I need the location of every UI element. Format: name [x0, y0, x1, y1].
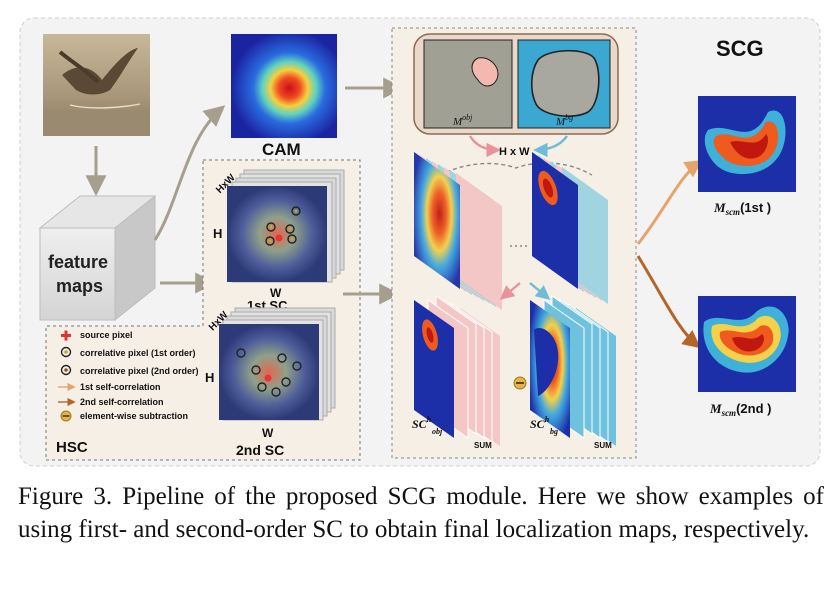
legend-source-pixel: source pixel — [80, 330, 133, 340]
source-pixel-icon — [61, 330, 71, 341]
second-sc-stack — [219, 307, 336, 421]
legend-self-corr-second: 2nd self-correlation — [80, 397, 164, 407]
subtraction-icon — [60, 410, 72, 422]
input-image — [43, 34, 150, 136]
sc-obj-sub-label: obj — [432, 427, 443, 436]
hsc-label: HSC — [56, 439, 88, 456]
sc-bg-sum-label: SUM — [594, 441, 612, 450]
cam-heatmap — [231, 34, 337, 138]
first-sc-h-label: H — [213, 226, 222, 241]
first-sc-w-label: W — [270, 286, 282, 300]
sc-obj-label: SCh — [412, 415, 432, 431]
legend-subtraction: element-wise subtraction — [80, 411, 188, 421]
figure-caption: Figure 3. Pipeline of the proposed SCG m… — [18, 483, 824, 543]
scg-title: SCG — [716, 36, 764, 61]
sc-obj-sum-label: SUM — [474, 441, 492, 450]
second-sc-w-label: W — [262, 426, 274, 440]
output-map-second — [698, 296, 796, 392]
sc-obj-stack — [414, 295, 500, 446]
output-map-first — [698, 96, 796, 192]
hxw-mid-label: H x W — [499, 146, 530, 158]
sc-bg-sub-label: bg — [550, 427, 558, 436]
feature-maps-cube — [38, 194, 157, 322]
output-second-label: Mscm(2nd ) — [709, 401, 771, 418]
m-bg-label: Mbg — [555, 113, 573, 128]
feature-maps-label-line2: maps — [56, 276, 103, 296]
second-sc-label: 2nd SC — [236, 442, 284, 458]
first-sc-stack — [227, 169, 345, 283]
m-obj-label: Mobj — [452, 113, 473, 128]
feature-maps-label-line1: feature — [48, 252, 108, 272]
correlative-first-order-icon — [60, 346, 72, 358]
sc-bg-label: SCh — [530, 415, 550, 431]
legend-corr-first: correlative pixel (1st order) — [80, 348, 196, 358]
cam-label: CAM — [262, 140, 301, 159]
sc-bg-stack — [530, 295, 616, 446]
output-first-label: Mscm(1st ) — [713, 200, 771, 217]
legend-self-corr-first: 1st self-correlation — [80, 382, 161, 392]
correlative-second-order-icon — [60, 364, 72, 376]
m-obj-map — [423, 39, 513, 129]
scg-pipeline-diagram: feature maps CAM HSC HxW H W 1st SC — [19, 17, 821, 467]
top-left-sc-stack — [414, 152, 502, 310]
second-sc-h-label: H — [205, 370, 214, 385]
subtraction-operator-icon — [513, 376, 527, 390]
legend-corr-second: correlative pixel (2nd order) — [80, 366, 199, 376]
top-right-sc-stack — [532, 152, 608, 304]
legend — [58, 330, 76, 422]
